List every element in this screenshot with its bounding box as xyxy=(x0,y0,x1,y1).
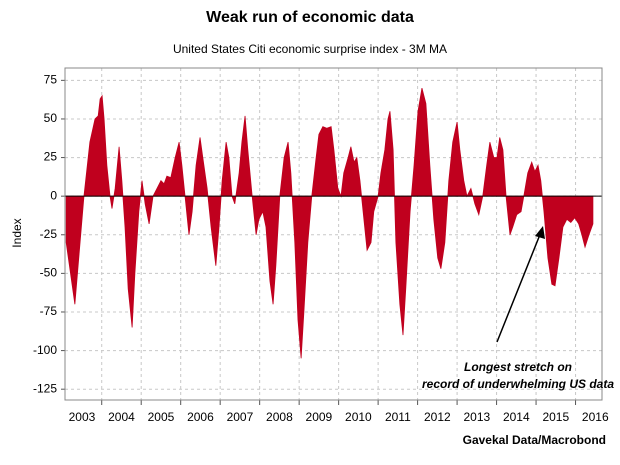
x-tick-label: 2015 xyxy=(542,410,569,424)
y-axis-label: Index xyxy=(10,218,24,247)
x-tick-label: 2007 xyxy=(227,410,254,424)
y-tick-label: -50 xyxy=(40,266,58,280)
x-tick-label: 2009 xyxy=(306,410,333,424)
x-tick-label: 2004 xyxy=(108,410,135,424)
y-tick-label: 50 xyxy=(44,111,58,125)
annotation-arrow xyxy=(496,231,542,343)
y-tick-label: 75 xyxy=(44,73,58,87)
x-tick-label: 2012 xyxy=(424,410,451,424)
source: Gavekal Data/Macrobond xyxy=(463,433,606,447)
x-tick-label: 2008 xyxy=(266,410,293,424)
plot-frame xyxy=(64,67,603,401)
y-tick-label: -25 xyxy=(40,227,58,241)
y-tick-label: 0 xyxy=(50,188,57,202)
x-tick-label: 2003 xyxy=(69,410,96,424)
x-tick-label: 2006 xyxy=(187,410,214,424)
chart-subtitle: United States Citi economic surprise ind… xyxy=(173,42,447,56)
chart-title: Weak run of economic data xyxy=(206,9,414,26)
y-tick-label: -125 xyxy=(33,381,57,395)
annotation-arrowhead xyxy=(535,226,545,239)
area xyxy=(65,87,594,359)
x-tick-label: 2014 xyxy=(503,410,530,424)
x-tick-label: 2005 xyxy=(148,410,175,424)
y-tick-label: 25 xyxy=(44,150,58,164)
annotation: Longest stretch on xyxy=(464,360,572,374)
x-tick-label: 2010 xyxy=(345,410,372,424)
x-tick-label: 2016 xyxy=(582,410,609,424)
y-tick-label: -75 xyxy=(40,304,58,318)
y-tick-label: -100 xyxy=(33,343,57,357)
annotation: record of underwhelming US data xyxy=(422,377,614,391)
x-tick-label: 2013 xyxy=(463,410,490,424)
x-tick-label: 2011 xyxy=(385,410,411,424)
